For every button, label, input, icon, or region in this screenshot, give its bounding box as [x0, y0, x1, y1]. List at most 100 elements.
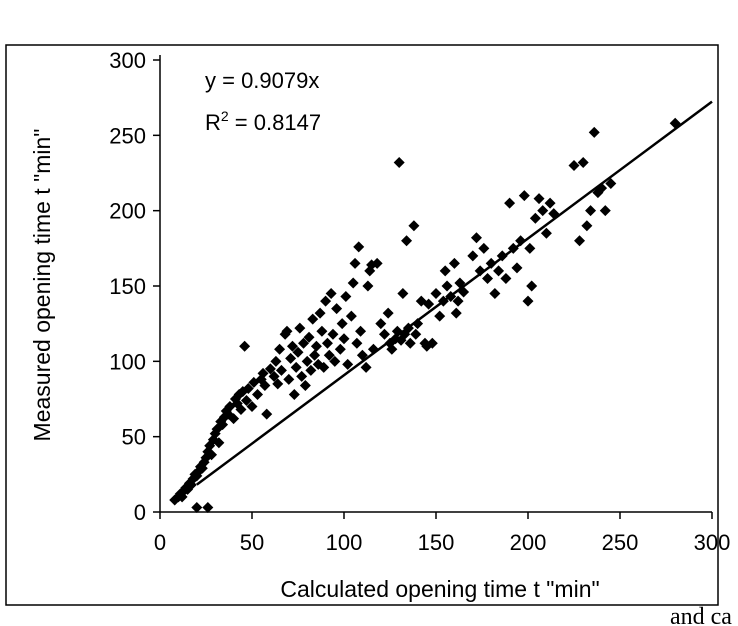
data-point: [522, 295, 534, 307]
data-point: [331, 303, 343, 315]
data-point: [482, 272, 494, 284]
data-point: [321, 337, 333, 349]
chart-frame: [5, 44, 719, 606]
data-point: [281, 325, 293, 337]
data-point: [353, 241, 365, 253]
data-point: [478, 242, 490, 254]
data-point: [283, 373, 295, 385]
data-point: [524, 242, 536, 254]
data-point: [235, 404, 247, 416]
x-tick-label: 250: [602, 530, 639, 555]
data-point: [397, 288, 409, 300]
data-point: [261, 408, 273, 420]
y-tick-label: 50: [122, 425, 146, 450]
data-point: [285, 352, 297, 364]
data-point: [202, 501, 214, 513]
data-point: [470, 232, 482, 244]
data-point: [450, 307, 462, 319]
data-point: [485, 257, 497, 269]
tick-group: 0 50 100 150 200 250 300 0 50 100 150 200 250 300: [109, 48, 730, 555]
data-point: [382, 307, 394, 319]
data-point: [347, 277, 359, 289]
data-point: [298, 337, 310, 349]
data-point: [544, 197, 556, 209]
data-point: [599, 205, 611, 217]
data-point: [288, 388, 300, 400]
data-point: [448, 257, 460, 269]
equation-label: y = 0.9079x: [205, 68, 319, 93]
data-point: [371, 257, 383, 269]
data-point: [246, 401, 258, 413]
data-point: [355, 325, 367, 337]
data-point: [393, 156, 405, 168]
data-point: [489, 288, 501, 300]
data-point: [585, 205, 597, 217]
data-point: [290, 361, 302, 373]
data-point: [474, 265, 486, 277]
data-point: [412, 318, 424, 330]
data-point: [323, 349, 335, 361]
data-point: [349, 257, 361, 269]
data-point: [206, 449, 218, 461]
data-point: [504, 197, 516, 209]
data-point: [274, 343, 286, 355]
data-point: [342, 358, 354, 370]
data-point: [301, 355, 313, 367]
data-point: [228, 413, 240, 425]
x-tick-label: 200: [510, 530, 547, 555]
data-point: [423, 298, 435, 310]
data-point: [537, 205, 549, 217]
x-axis-title: Calculated opening time t "min": [280, 576, 599, 602]
data-point: [515, 235, 527, 247]
data-point: [191, 501, 203, 513]
data-point: [410, 328, 422, 340]
data-point: [318, 361, 330, 373]
data-point: [401, 235, 413, 247]
data-point: [439, 265, 451, 277]
data-point: [275, 364, 287, 376]
data-point: [338, 333, 350, 345]
data-point: [316, 325, 328, 337]
data-point: [242, 382, 254, 394]
data-point: [378, 328, 390, 340]
data-point: [299, 379, 311, 391]
data-point: [511, 262, 523, 274]
data-point: [375, 318, 387, 330]
r-squared-label: R2 = 0.8147: [205, 108, 321, 135]
data-point: [217, 419, 229, 431]
data-point: [286, 340, 298, 352]
data-point: [568, 159, 580, 171]
data-point: [574, 235, 586, 247]
data-point: [404, 337, 416, 349]
x-tick-label: 0: [154, 530, 166, 555]
data-point: [430, 288, 442, 300]
data-point: [309, 349, 321, 361]
x-tick-label: 50: [240, 530, 264, 555]
data-point: [334, 343, 346, 355]
data-point: [314, 307, 326, 319]
data-point: [310, 340, 322, 352]
data-point: [408, 220, 420, 232]
data-point: [577, 156, 589, 168]
data-point: [270, 355, 282, 367]
data-point: [360, 361, 372, 373]
data-point: [307, 313, 319, 325]
y-tick-label: 150: [109, 274, 146, 299]
data-point: [518, 190, 530, 202]
data-point: [303, 331, 315, 343]
r-squared-exponent: 2: [221, 108, 229, 124]
data-point: [605, 178, 617, 190]
data-point: [305, 364, 317, 376]
y-tick-label: 300: [109, 48, 146, 73]
data-point: [327, 328, 339, 340]
data-point: [292, 346, 304, 358]
data-point: [272, 378, 284, 390]
data-point: [526, 280, 538, 292]
data-point: [581, 220, 593, 232]
data-point: [540, 227, 552, 239]
data-point: [340, 291, 352, 303]
data-point: [351, 337, 363, 349]
data-point: [493, 265, 505, 277]
data-point: [500, 272, 512, 284]
